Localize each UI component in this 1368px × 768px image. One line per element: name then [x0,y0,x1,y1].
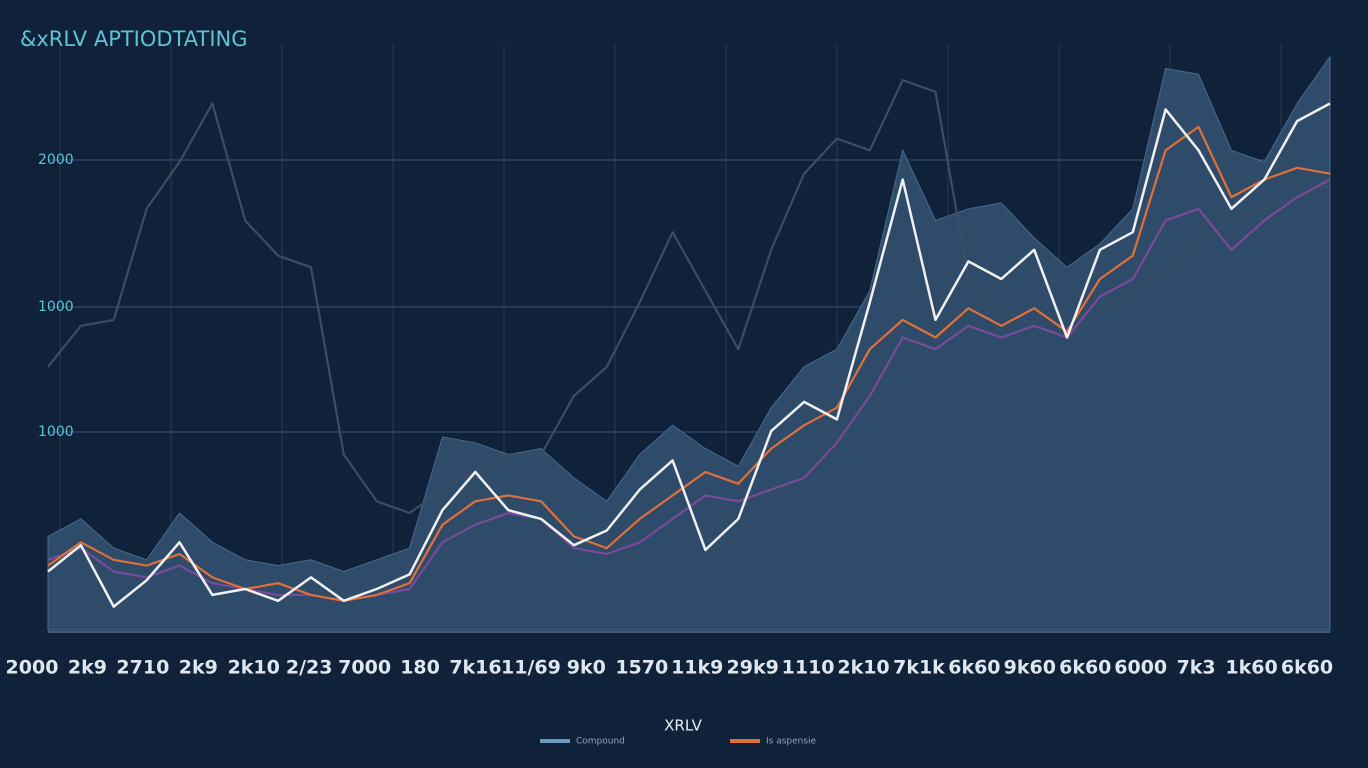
line [47,125,1331,602]
x-tick-label: 1k60 [1225,657,1277,679]
x-tick-label: 11/69 [501,657,561,679]
x-tick-label: 2k9 [179,657,218,679]
legend-label: Is aspensie [766,737,817,747]
x-tick-label: 1570 [615,657,668,679]
area [47,55,1331,631]
legend-swatch [540,739,570,743]
y-tick-label: 2000 [38,152,74,168]
line [47,79,1331,515]
x-tick-label: 2k10 [837,657,889,679]
x-tick-label: 2k9 [68,657,107,679]
x-tick-label: 6000 [1114,657,1167,679]
chart-title: &xRLV APTIODTATING [20,27,248,51]
x-tick-label: 9k60 [1004,657,1056,679]
legend-title: XRLV [664,717,702,735]
x-tick-label: 11k9 [671,657,723,679]
x-tick-label: 2/23 [286,657,333,679]
x-tick-label: 6k60 [1281,657,1333,679]
x-tick-label: 1110 [782,657,835,679]
x-tick-label: 2000 [6,657,59,679]
x-tick-label: 7k1k [893,657,945,679]
x-tick-label: 9k0 [567,657,606,679]
line [47,102,1331,608]
x-tick-label: 2710 [116,657,169,679]
y-tick-label: 1000 [38,424,74,440]
x-tick-label: 6k60 [1059,657,1111,679]
x-tick-label: 7000 [338,657,391,679]
x-tick-label: 180 [400,657,440,679]
legend-swatch [730,739,760,743]
legend-label: Compound [576,737,625,747]
x-tick-label: 7k16 [449,657,501,679]
x-tick-label: 6k60 [948,657,1000,679]
x-tick-label: 7k3 [1177,657,1216,679]
x-tick-label: 29k9 [727,657,779,679]
x-tick-label: 2k10 [228,657,280,679]
y-tick-label: 1000 [38,299,74,315]
